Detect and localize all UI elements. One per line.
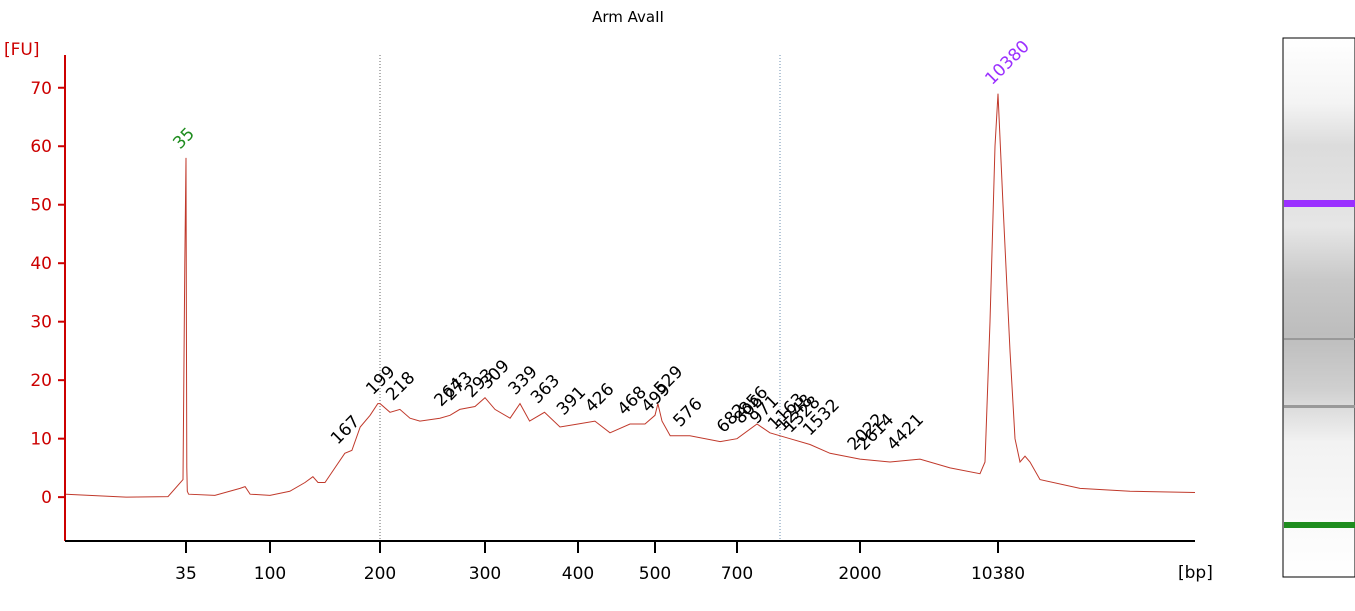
- x-tick-label: 10380: [971, 564, 1025, 584]
- x-tick-label: 2000: [838, 564, 881, 584]
- trace: [65, 93, 1196, 498]
- y-tick-label: 20: [30, 371, 52, 391]
- gel-band: [1284, 338, 1355, 340]
- x-tick-label: 300: [469, 564, 501, 584]
- y-tick-label: 50: [30, 196, 52, 216]
- y-tick-label: 60: [30, 137, 52, 157]
- x-axis-label: [bp]: [1178, 563, 1213, 583]
- peak-label: 10380: [981, 37, 1033, 89]
- x-tick-label: 200: [364, 564, 396, 584]
- x-tick-label: 500: [639, 564, 671, 584]
- peak-label: 576: [670, 394, 707, 431]
- gel-band: [1284, 405, 1355, 408]
- gel-lane: [1282, 37, 1355, 578]
- y-axis-label: [FU]: [4, 40, 40, 60]
- x-tick-label: 100: [254, 564, 286, 584]
- y-tick-label: 10: [30, 430, 52, 450]
- gel-background: [1282, 37, 1355, 578]
- y-tick-label: 70: [30, 79, 52, 99]
- gel-band-upper-marker: [1284, 200, 1355, 207]
- x-tick-label: 400: [562, 564, 594, 584]
- y-tick-label: 0: [41, 488, 52, 508]
- chart-title: Arm AvaII: [592, 8, 664, 26]
- peak-label: 426: [581, 380, 618, 417]
- y-tick-label: 30: [30, 313, 52, 333]
- y-tick-label: 40: [30, 254, 52, 274]
- x-tick-label: 35: [175, 564, 197, 584]
- peak-label: 35: [169, 124, 198, 153]
- gel-band-lower-marker: [1284, 522, 1355, 528]
- peak-label: 167: [327, 412, 364, 449]
- x-tick-label: 700: [721, 564, 753, 584]
